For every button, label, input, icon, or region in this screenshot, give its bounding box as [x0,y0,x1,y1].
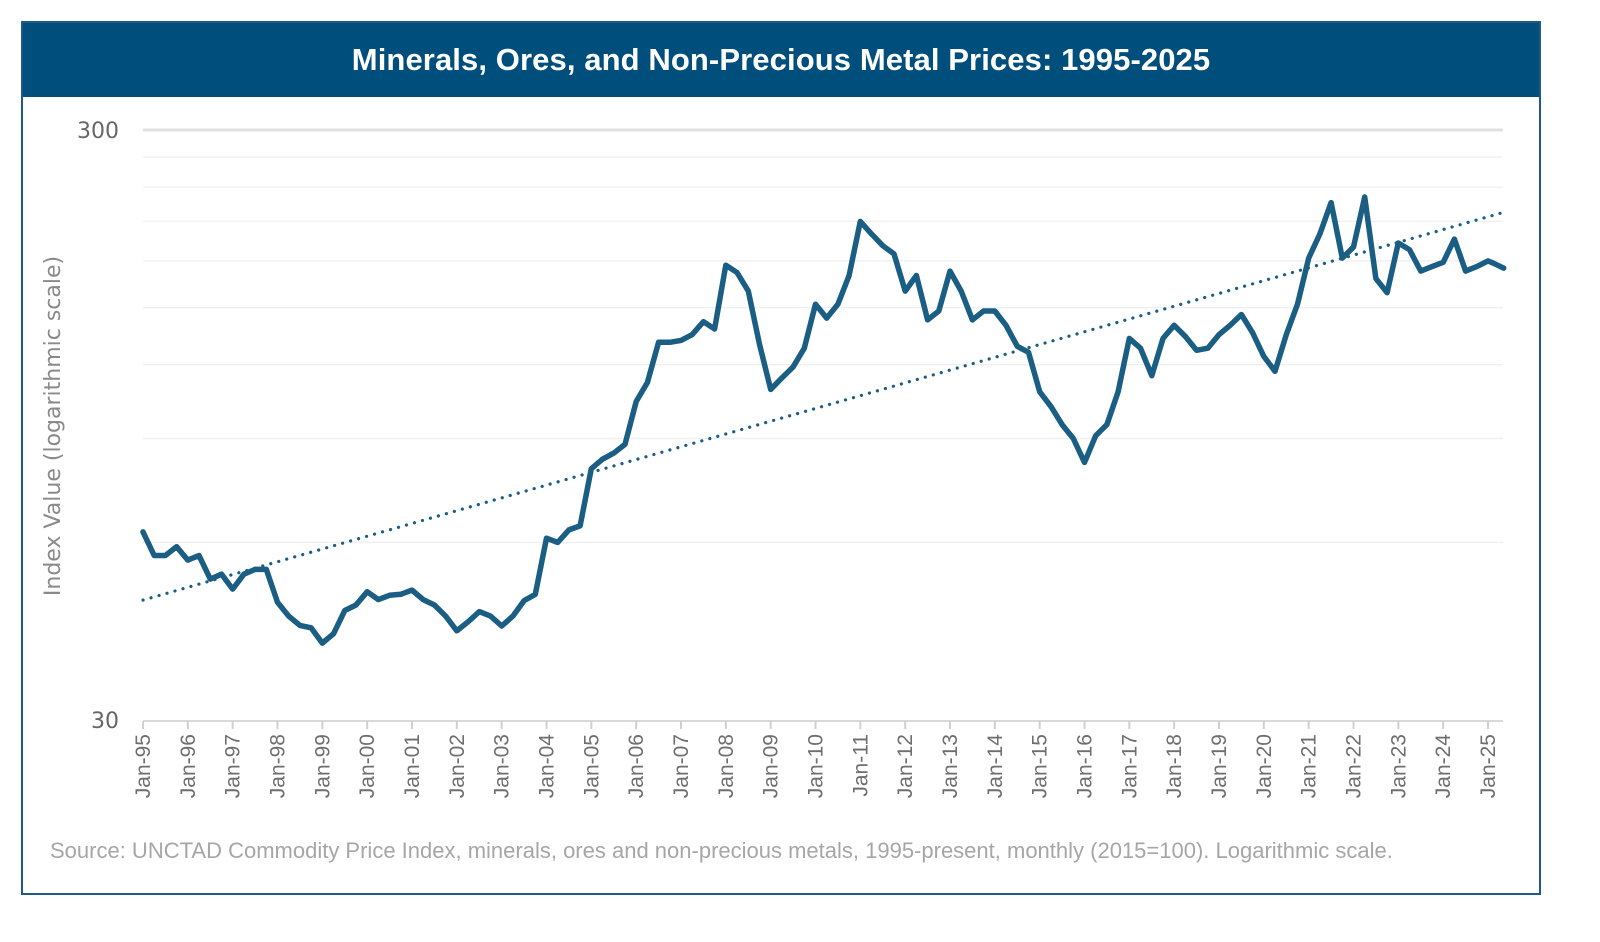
x-tick-label: Jan-18 [1163,734,1186,798]
x-tick-label: Jan-04 [536,734,559,799]
x-tick-label: Jan-14 [984,734,1007,799]
y-tick-label: 30 [91,709,119,734]
x-tick-label: Jan-95 [132,734,155,798]
source-note: Source: UNCTAD Commodity Price Index, mi… [50,838,1393,863]
x-tick-label: Jan-03 [491,734,514,798]
y-axis-label: Index Value (logarithmic scale) [41,256,66,596]
x-tick-label: Jan-06 [625,734,648,798]
trend-line [141,210,1506,602]
x-tick-label: Jan-97 [222,734,245,798]
x-tick-label: Jan-21 [1298,734,1321,798]
index-line [140,194,1507,646]
x-tick-label: Jan-02 [446,734,469,798]
x-tick-label: Jan-23 [1387,734,1410,798]
x-tick-label: Jan-19 [1208,734,1231,798]
x-tick-label: Jan-98 [267,734,290,798]
x-tick-label: Jan-10 [805,734,828,798]
x-tick-label: Jan-16 [1074,734,1097,798]
x-tick-label: Jan-00 [356,734,379,798]
y-tick-label: 300 [77,119,119,144]
x-tick-label: Jan-99 [311,734,334,798]
x-tick-label: Jan-07 [670,734,693,798]
x-tick-label: Jan-08 [715,734,738,798]
series-layer [140,194,1507,646]
x-tick-label: Jan-09 [760,734,783,798]
x-tick-label: Jan-13 [939,734,962,798]
x-tick-label: Jan-15 [1029,734,1052,798]
x-tick-label: Jan-20 [1253,734,1276,798]
x-tick-label: Jan-22 [1343,734,1366,798]
x-tick-label: Jan-25 [1477,734,1500,798]
gridlines [143,128,1503,544]
chart-title: Minerals, Ores, and Non-Precious Metal P… [23,23,1539,97]
x-tick-label: Jan-11 [849,734,872,797]
x-tick-label: Jan-05 [580,734,603,798]
chart-frame: Minerals, Ores, and Non-Precious Metal P… [21,21,1541,895]
x-tick-label: Jan-12 [894,734,917,798]
y-axis: 300 30 [77,119,119,734]
x-tick-label: Jan-17 [1118,734,1141,798]
x-axis: Jan-95 Jan-96 Jan-97 Jan-98 Jan-99 Jan-00 Jan-… [132,720,1503,799]
x-tick-label: Jan-01 [401,734,424,798]
x-tick-label: Jan-96 [177,734,200,798]
x-tick-label: Jan-24 [1432,734,1455,799]
